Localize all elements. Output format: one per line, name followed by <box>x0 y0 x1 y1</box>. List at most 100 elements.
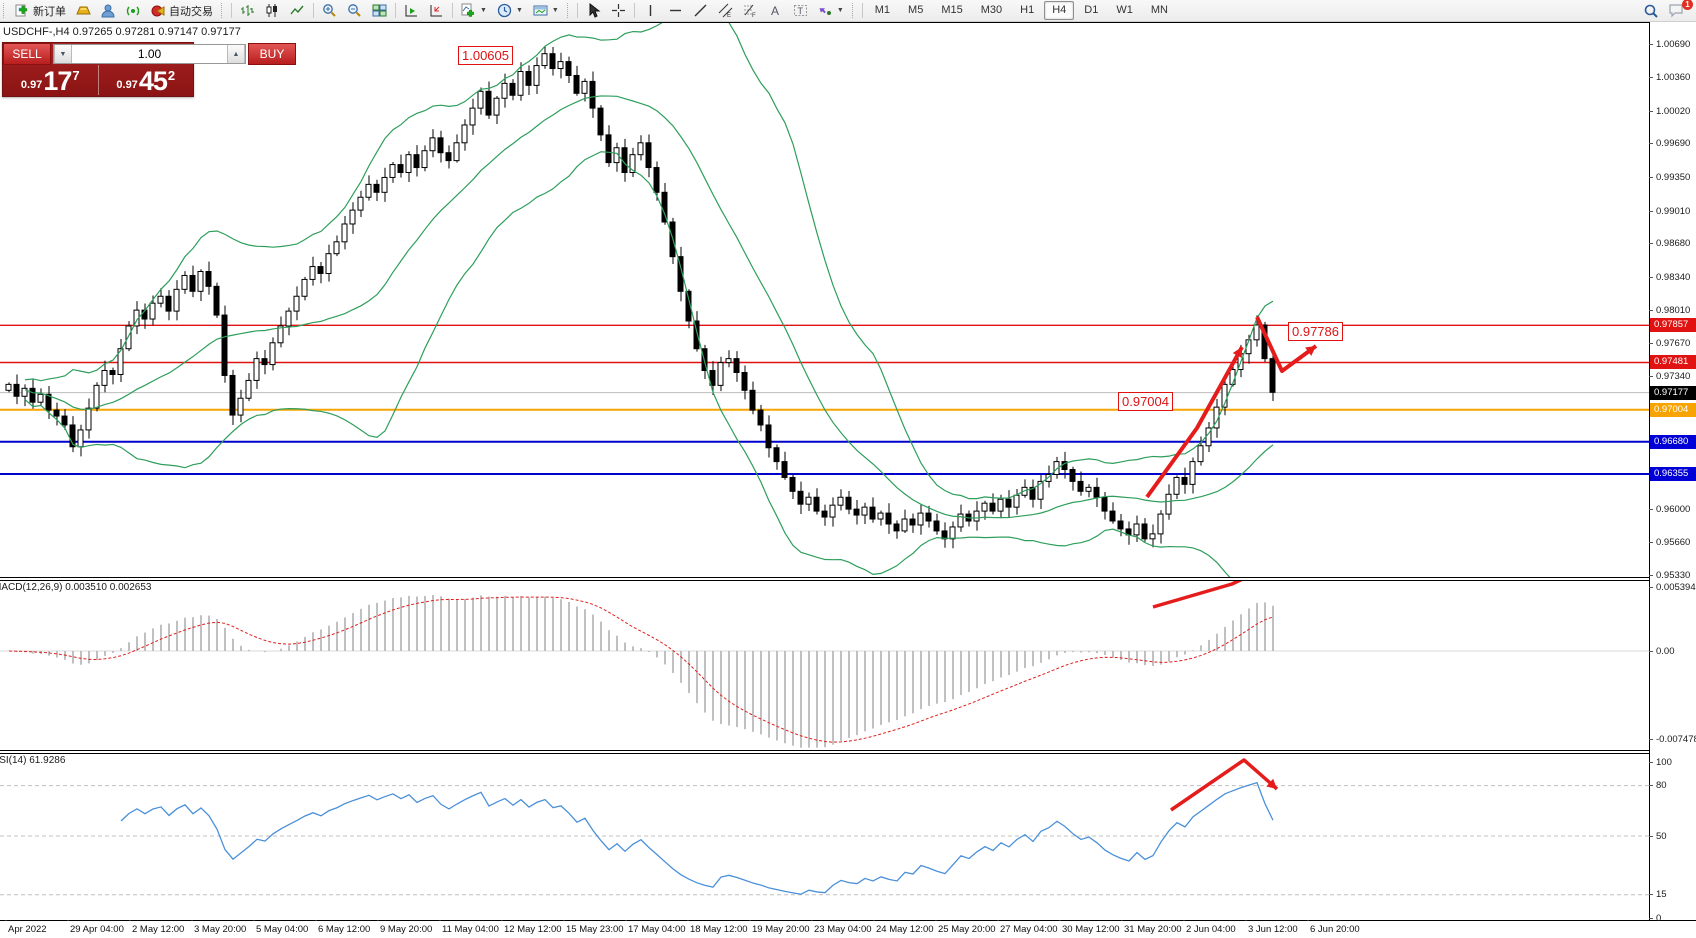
axis-tick-label: 0.95660 <box>1648 537 1691 549</box>
axis-tick-label: 1.00690 <box>1648 39 1691 51</box>
timeframe-group: M1 M5 M15 M30 H1 H4 D1 W1 MN <box>866 1 1177 20</box>
time-axis-label: 3 May 20:00 <box>194 924 247 935</box>
sell-price[interactable]: 0.97 17 7 <box>3 65 98 95</box>
signals-button[interactable] <box>121 0 146 21</box>
axis-tick-label: 0.98680 <box>1648 238 1691 250</box>
axis-tick-label: 0.96000 <box>1648 503 1691 515</box>
axis-tick-label: 80 <box>1649 780 1667 792</box>
templates-caret-icon: ▼ <box>551 7 559 14</box>
line-chart-button[interactable] <box>285 0 310 21</box>
new-order-label: 新订单 <box>33 5 66 18</box>
price-tag[interactable]: 0.97786 <box>1288 322 1343 341</box>
toolbar-grip[interactable] <box>3 3 7 18</box>
templates-button[interactable]: ▼ <box>528 0 564 21</box>
axis-tick-label: 1.00360 <box>1648 71 1691 83</box>
zoom-in-button[interactable] <box>317 0 342 21</box>
autotrade-button[interactable]: 自动交易 <box>146 0 218 21</box>
price-tag[interactable]: 0.97004 <box>1118 392 1173 411</box>
axis-tick-label: 1.00020 <box>1648 105 1691 117</box>
timeframe-w1[interactable]: W1 <box>1116 4 1133 16</box>
buy-price[interactable]: 0.97 45 2 <box>97 65 194 96</box>
text-label-button[interactable]: T <box>788 0 813 21</box>
axis-tick-label: 0.97340 <box>1648 370 1691 382</box>
zoom-in-icon <box>322 3 337 18</box>
time-axis-label: 6 Jun 20:00 <box>1310 924 1360 935</box>
price-tag[interactable]: 1.00605 <box>458 46 513 65</box>
tile-windows-icon <box>372 3 387 18</box>
contacts-button[interactable] <box>96 0 121 21</box>
sell-button[interactable]: SELL <box>3 43 51 65</box>
vertical-line-button[interactable] <box>638 0 663 21</box>
toolbar-grip[interactable] <box>851 3 856 18</box>
new-order-button[interactable]: 新订单 <box>10 0 71 21</box>
one-click-trading-panel: SELL ▼ ▲ BUY 0.97 17 7 0.97 45 2 <box>2 42 296 97</box>
indicators-button[interactable]: ▼ <box>456 0 492 21</box>
candlestick-icon <box>265 3 280 18</box>
timeframe-mn[interactable]: MN <box>1150 4 1168 16</box>
bar-chart-icon <box>240 3 255 18</box>
price-axis[interactable]: 1.00690 1.00360 1.00020 0.99690 0.99350 0.990… <box>1648 22 1696 924</box>
trendline-button[interactable] <box>688 0 713 21</box>
notifications-chat-icon[interactable]: 1 <box>1668 0 1693 18</box>
bar-chart-button[interactable] <box>235 0 260 21</box>
time-axis-label: 17 May 04:00 <box>628 924 686 935</box>
toolbar-grip[interactable] <box>221 3 225 18</box>
chart-shift-button[interactable] <box>424 0 449 21</box>
buy-price-point: 2 <box>167 68 176 83</box>
time-axis-label: 25 May 20:00 <box>938 924 996 935</box>
timeframe-d1[interactable]: D1 <box>1084 4 1099 16</box>
templates-icon <box>533 3 548 18</box>
time-axis-label: 30 May 12:00 <box>1062 924 1120 935</box>
axis-tick-label: 15 <box>1649 889 1667 901</box>
time-axis[interactable]: Apr 2022 29 Apr 04:00 2 May 12:00 3 May 20:… <box>0 921 1696 938</box>
timeframe-h1[interactable]: H1 <box>1020 4 1035 16</box>
timeframe-m5[interactable]: M5 <box>908 4 924 16</box>
volume-input[interactable] <box>72 45 227 63</box>
svg-text:F: F <box>752 13 756 18</box>
timeframe-m15[interactable]: M15 <box>941 4 963 16</box>
line-chart-icon <box>290 3 305 18</box>
fibonacci-button[interactable]: F <box>738 0 763 21</box>
periods-button[interactable]: ▼ <box>492 0 528 21</box>
price-level-badge: 0.97481 <box>1650 355 1696 370</box>
indicators-icon <box>461 3 476 18</box>
contacts-icon <box>101 3 116 18</box>
search-icon[interactable] <box>1643 3 1658 18</box>
autotrade-label: 自动交易 <box>169 5 213 18</box>
time-axis-label: 23 May 04:00 <box>814 924 872 935</box>
volume-increase-button[interactable]: ▲ <box>227 45 245 63</box>
candlestick-chart-button[interactable] <box>260 0 285 21</box>
timeframe-h4[interactable]: H4 <box>1044 1 1075 20</box>
tile-windows-button[interactable] <box>367 0 392 21</box>
volume-stepper: ▼ ▲ <box>53 44 246 64</box>
crosshair-button[interactable] <box>606 0 631 21</box>
volume-decrease-button[interactable]: ▼ <box>54 45 72 63</box>
time-axis-label: 27 May 04:00 <box>1000 924 1058 935</box>
time-axis-label: 19 May 20:00 <box>752 924 810 935</box>
time-axis-label: 2 May 12:00 <box>132 924 185 935</box>
svg-text:T: T <box>797 6 803 16</box>
gold-button[interactable] <box>71 0 96 21</box>
channel-button[interactable]: E <box>713 0 738 21</box>
signals-icon <box>126 3 141 18</box>
auto-scroll-button[interactable] <box>399 0 424 21</box>
buy-button[interactable]: BUY <box>248 43 296 65</box>
horizontal-line-button[interactable] <box>663 0 688 21</box>
time-axis-label: 12 May 12:00 <box>504 924 562 935</box>
price-level-badge: 0.96355 <box>1650 466 1696 481</box>
new-order-icon <box>15 3 30 18</box>
text-button[interactable]: A <box>763 0 788 21</box>
sell-price-base: 0.97 <box>20 79 43 91</box>
cursor-button[interactable] <box>581 0 606 21</box>
text-a-icon: A <box>768 3 783 18</box>
timeframe-m30[interactable]: M30 <box>980 4 1003 16</box>
horizontal-line-icon <box>668 3 683 18</box>
zoom-out-button[interactable] <box>342 0 367 21</box>
time-axis-label: 15 May 23:00 <box>566 924 624 935</box>
arrows-shapes-button[interactable]: ▼ <box>813 0 849 21</box>
toolbar-grip[interactable] <box>566 3 571 18</box>
buy-price-pips: 45 <box>138 66 168 96</box>
timeframe-m1[interactable]: M1 <box>874 4 891 16</box>
